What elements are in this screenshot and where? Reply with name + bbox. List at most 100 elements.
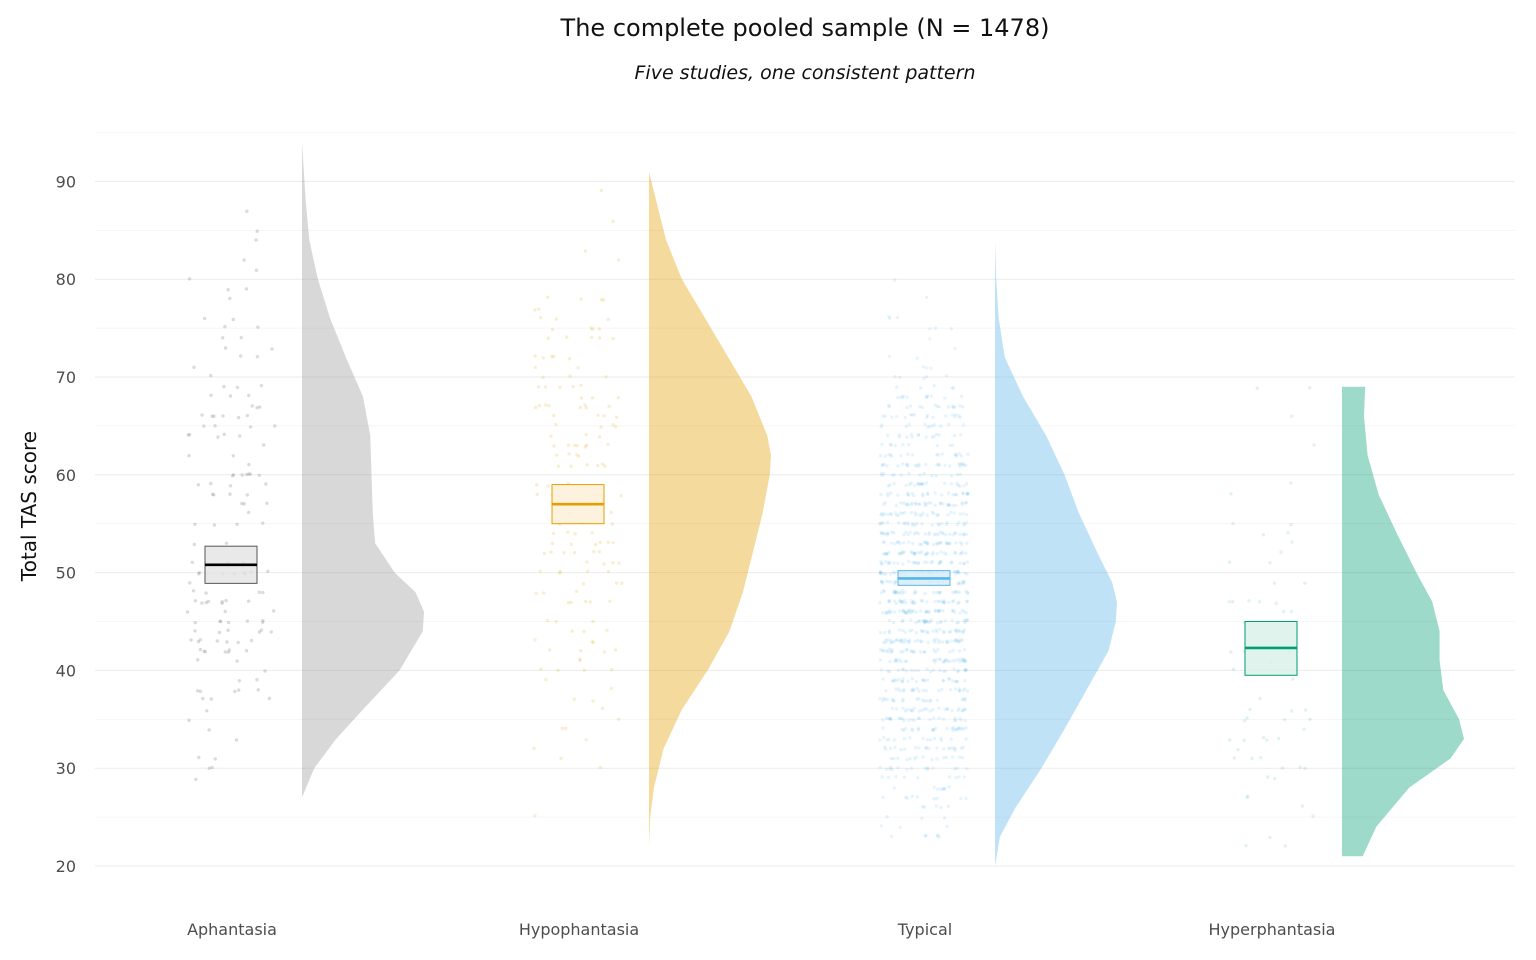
data-point <box>946 600 951 604</box>
data-point <box>957 727 962 731</box>
data-point <box>902 688 906 692</box>
data-point <box>884 638 888 642</box>
data-point <box>586 569 590 573</box>
data-point <box>913 552 917 556</box>
data-point <box>930 559 934 564</box>
data-point <box>611 423 615 427</box>
data-point <box>933 599 937 604</box>
data-point <box>896 561 900 565</box>
data-point <box>889 512 893 517</box>
data-point <box>888 561 892 566</box>
data-point <box>961 579 965 583</box>
data-point <box>931 668 936 672</box>
data-point <box>886 494 890 498</box>
data-point <box>567 452 571 456</box>
data-point <box>916 726 921 730</box>
data-point <box>895 385 899 389</box>
data-point <box>572 551 577 555</box>
data-point <box>935 444 939 448</box>
data-point <box>878 696 882 701</box>
data-point <box>541 375 545 380</box>
data-point <box>924 540 928 544</box>
data-point <box>924 610 929 614</box>
data-point <box>916 728 921 732</box>
data-point <box>600 706 605 711</box>
data-point <box>881 726 885 730</box>
data-point <box>956 483 960 487</box>
data-point <box>923 621 927 625</box>
data-point <box>893 443 897 448</box>
data-point <box>209 481 213 486</box>
data-point <box>934 609 938 613</box>
data-point <box>533 405 538 410</box>
data-point <box>207 728 211 732</box>
data-point <box>924 462 928 467</box>
data-point <box>963 698 967 702</box>
data-point <box>956 668 960 673</box>
data-point <box>935 746 939 750</box>
data-point <box>880 580 884 584</box>
data-point <box>922 619 926 623</box>
data-point <box>919 542 924 547</box>
data-point <box>927 532 931 537</box>
data-point <box>559 756 563 761</box>
data-point <box>884 716 889 720</box>
data-point <box>939 787 943 791</box>
data-point <box>1289 709 1294 713</box>
data-point <box>215 639 219 643</box>
data-point <box>960 608 964 612</box>
data-point <box>193 522 197 526</box>
data-point <box>590 640 594 644</box>
data-point <box>905 758 909 762</box>
data-point <box>878 600 882 605</box>
data-point <box>220 601 224 605</box>
data-point <box>947 503 952 508</box>
data-point <box>916 668 921 673</box>
data-point <box>925 600 929 604</box>
data-point <box>905 767 909 772</box>
data-point <box>1303 708 1308 712</box>
data-point <box>949 560 954 564</box>
y-tick-label: 20 <box>56 857 76 876</box>
data-point <box>948 464 952 468</box>
y-tick-label: 40 <box>56 661 76 680</box>
data-point <box>962 628 966 632</box>
data-point <box>923 532 927 536</box>
data-point <box>960 638 964 642</box>
data-point <box>953 570 957 574</box>
data-point <box>965 767 969 771</box>
data-point <box>197 755 201 760</box>
data-point <box>924 619 928 623</box>
data-point <box>966 452 970 456</box>
data-point <box>960 501 964 505</box>
data-point <box>964 551 968 555</box>
data-point <box>899 660 903 664</box>
data-point <box>231 473 236 477</box>
data-point <box>911 689 915 693</box>
data-point <box>886 492 890 496</box>
data-point <box>965 599 969 604</box>
data-point <box>918 639 923 643</box>
data-point <box>956 639 960 644</box>
data-point <box>962 580 966 584</box>
data-point <box>965 689 970 693</box>
data-point <box>955 569 959 573</box>
data-point <box>900 591 904 596</box>
data-point <box>1227 560 1232 564</box>
data-point <box>964 532 968 536</box>
data-point <box>910 708 914 712</box>
data-point <box>888 767 892 771</box>
x-category-label: Hypophantasia <box>519 920 639 939</box>
data-point <box>935 698 939 702</box>
data-point <box>906 640 910 644</box>
data-point <box>930 523 934 527</box>
data-point <box>908 611 912 615</box>
data-point <box>608 599 612 603</box>
data-point <box>931 658 936 662</box>
data-point <box>272 609 276 613</box>
data-point <box>936 833 940 837</box>
data-point <box>953 346 957 351</box>
data-point <box>604 375 608 379</box>
data-point <box>924 552 928 557</box>
